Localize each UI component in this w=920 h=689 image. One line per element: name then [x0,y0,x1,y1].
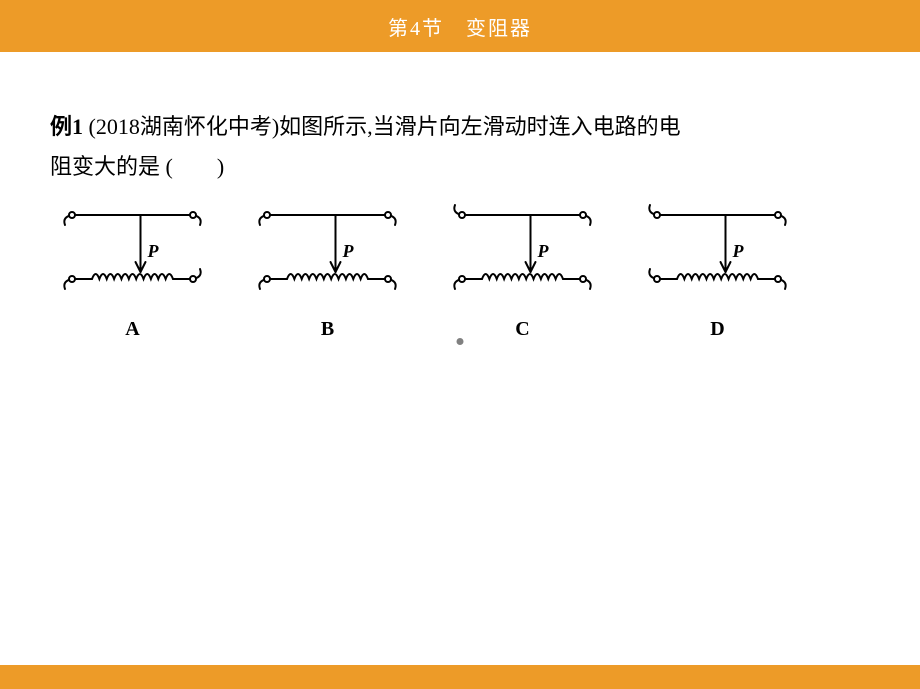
question-text: 例1 (2018湖南怀化中考)如图所示,当滑片向左滑动时连入电路的电 [50,107,870,147]
diagram-option-a: P A [50,197,215,341]
svg-text:P: P [342,241,355,261]
question-line1: 如图所示,当滑片向左滑动时连入电路的电 [279,114,681,139]
svg-text:P: P [537,241,550,261]
diagram-option-b: P B [245,197,410,341]
diagram-label: A [125,318,139,341]
question-line2: 阻变大的是 [50,154,160,179]
example-source: (2018湖南怀化中考) [89,114,280,139]
svg-text:P: P [732,241,745,261]
header-title: 第4节 变阻器 [388,12,532,41]
footer-bar [0,665,920,689]
svg-text:P: P [147,241,160,261]
diagram-option-c: P C [440,197,605,341]
example-label: 例1 [50,114,83,139]
page-header: 第4节 变阻器 [0,0,920,52]
slide-indicator-dot [457,338,464,345]
diagram-option-d: P D [635,197,800,341]
question-text-line2: 阻变大的是 ( ) [50,147,870,187]
content-area: 例1 (2018湖南怀化中考)如图所示,当滑片向左滑动时连入电路的电 阻变大的是… [0,52,920,341]
diagram-label: B [321,318,334,341]
diagram-label: C [515,318,529,341]
diagram-row: P A P B [50,197,870,341]
diagram-label: D [710,318,724,341]
answer-blank: ( ) [160,154,224,179]
